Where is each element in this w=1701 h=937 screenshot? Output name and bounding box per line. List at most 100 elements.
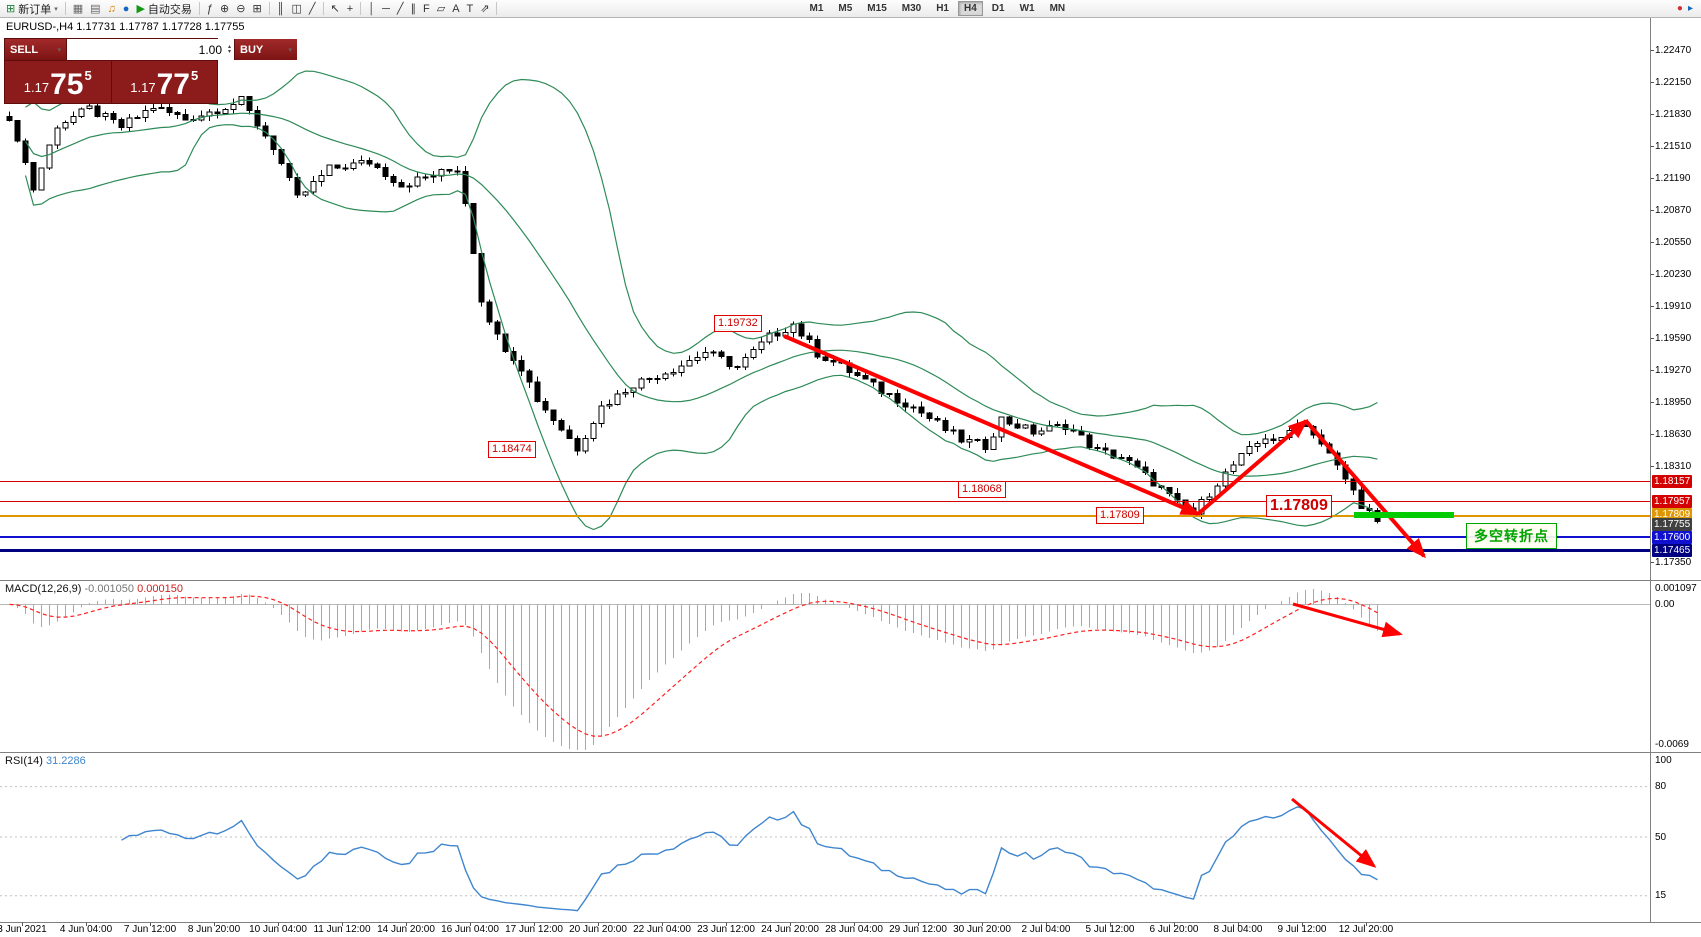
label-button[interactable]: T xyxy=(464,1,477,17)
text-button[interactable]: A xyxy=(449,1,462,17)
trade-panel-prices: 1.17 75 5 1.17 77 5 xyxy=(5,61,217,103)
rsi-arrow[interactable] xyxy=(1291,797,1377,868)
charts-window-button-icon: ▦ xyxy=(72,2,84,15)
rsi-pane xyxy=(0,786,1650,912)
line-chart-button[interactable]: ╱ xyxy=(306,1,319,17)
tile-windows-button[interactable]: ⊞ xyxy=(249,1,264,17)
time-axis-label: 10 Jun 04:00 xyxy=(249,924,307,935)
horizontal-line-button[interactable]: ─ xyxy=(379,1,393,17)
autotrading-button-label: 自动交易 xyxy=(147,3,192,16)
timeframe-button-m1[interactable]: M1 xyxy=(809,3,824,14)
buy-button-label: BUY xyxy=(240,43,264,56)
label-button-icon: T xyxy=(466,2,474,15)
sell-price-point: 5 xyxy=(84,68,92,83)
price-axis-label: 1.20870 xyxy=(1655,204,1692,216)
shapes-button[interactable]: ▱ xyxy=(434,1,448,17)
buy-button[interactable]: BUY ▾ xyxy=(235,39,298,60)
market-watch-button[interactable]: ● xyxy=(120,1,133,17)
trend-arrow-1[interactable] xyxy=(783,334,1201,516)
quick-nav-icon[interactable]: ▸ xyxy=(1687,3,1693,14)
tile-windows-button-icon: ⊞ xyxy=(252,2,262,15)
cursor-button[interactable]: ↖ xyxy=(328,1,343,17)
price-annotation[interactable]: 1.18068 xyxy=(958,481,1006,499)
sell-button[interactable]: SELL ▾ xyxy=(5,39,67,60)
timeframe-button-m5[interactable]: M5 xyxy=(838,3,853,14)
price-axis-marker: 1.18157 xyxy=(1652,474,1693,488)
profiles-button[interactable]: ▤ xyxy=(87,1,103,17)
timeframe-button-m15[interactable]: M15 xyxy=(867,3,887,14)
trend-arrow-3[interactable] xyxy=(1304,419,1426,559)
turning-point-label[interactable]: 多空转折点 xyxy=(1466,523,1557,549)
price-annotation[interactable]: 1.19732 xyxy=(714,314,762,332)
time-axis-label: 28 Jun 04:00 xyxy=(825,924,883,935)
toolbar-separator xyxy=(64,2,66,15)
bollinger-bands xyxy=(24,70,1378,531)
new-order-button[interactable]: ⊞ 新订单 ▾ xyxy=(3,1,61,17)
trend-arrow-2[interactable] xyxy=(1196,419,1309,516)
time-axis-label: 11 Jun 12:00 xyxy=(313,924,371,935)
timeframe-button-h1[interactable]: H1 xyxy=(936,3,949,14)
time-axis[interactable]: 3 Jun 2021 4 Jun 04:00 7 Jun 12:00 8 Jun 20… xyxy=(0,924,1650,937)
trade-panel-controls: SELL ▾ ▴▾ BUY ▾ xyxy=(5,39,298,61)
lot-size-input[interactable] xyxy=(67,42,225,57)
time-axis-label: 3 Jun 2021 xyxy=(0,924,47,935)
zoom-in-button[interactable]: ⊕ xyxy=(217,1,232,17)
time-axis-label: 30 Jun 20:00 xyxy=(953,924,1011,935)
sell-options-caret-icon[interactable]: ▾ xyxy=(57,46,61,54)
lot-decrease-icon[interactable]: ▾ xyxy=(228,48,232,55)
price-axis-label: 1.22470 xyxy=(1655,44,1692,56)
macd-axis-label: 0.001097 xyxy=(1655,583,1697,594)
timeframe-button-d1[interactable]: D1 xyxy=(991,3,1005,14)
record-icon[interactable]: ● xyxy=(1676,3,1683,14)
zoom-out-button[interactable]: ⊖ xyxy=(233,1,248,17)
bollinger-middle-band xyxy=(24,112,1378,477)
price-annotation[interactable]: 1.18474 xyxy=(488,440,536,458)
buy-options-caret-icon[interactable]: ▾ xyxy=(288,46,293,54)
price-axis[interactable]: 1.22470 1.22150 1.21830 1.21510 1.21190 1.208… xyxy=(1651,0,1701,937)
rsi-line xyxy=(121,806,1378,912)
price-annotation-big[interactable]: 1.17809 xyxy=(1266,495,1332,518)
indicators-button[interactable]: ƒ xyxy=(204,1,216,17)
time-axis-label: 9 Jul 12:00 xyxy=(1277,924,1327,935)
timeframe-button-h4[interactable]: H4 xyxy=(958,1,983,16)
alerts-button[interactable]: ♫ xyxy=(105,1,119,17)
trendline-button-icon: ╱ xyxy=(396,2,404,15)
charts-window-button[interactable]: ▦ xyxy=(70,1,86,17)
channel-button[interactable]: ∥ xyxy=(407,1,419,17)
buy-price-point: 5 xyxy=(190,68,199,83)
trendline-button[interactable]: ╱ xyxy=(394,1,407,17)
crosshair-button[interactable]: + xyxy=(344,1,356,17)
price-axis-marker: 1.17465 xyxy=(1652,544,1693,557)
timeframe-button-mn[interactable]: MN xyxy=(1049,3,1066,14)
macd-arrow[interactable] xyxy=(1292,602,1403,638)
candlestick-chart-button[interactable]: ◫ xyxy=(289,1,305,17)
lot-spinner: ▴ ▾ xyxy=(225,43,234,55)
rsi-axis-label: 80 xyxy=(1655,781,1667,793)
price-axis-marker: 1.17600 xyxy=(1652,530,1693,544)
bar-chart-button[interactable]: ║ xyxy=(274,1,288,17)
horizontal-line-button-icon: ─ xyxy=(382,2,390,15)
main-toolbar: ⊞ 新订单 ▾ ▦ ▤ ♫ ● ▶ 自动交易 ƒ ⊕ ⊖ ⊞ ║ ◫ ╱ ↖ + │ ─ ╱ ∥ F ▱ A T ⇗ M1 M5 M15 M… xyxy=(0,0,1701,18)
rsi-axis-label: 100 xyxy=(1655,755,1672,766)
bar-chart-button-icon: ║ xyxy=(276,2,285,15)
rsi-axis-label: 50 xyxy=(1655,831,1667,843)
time-axis-label: 6 Jul 20:00 xyxy=(1149,924,1199,935)
sell-price[interactable]: 1.17 75 5 xyxy=(5,61,111,103)
price-annotation[interactable]: 1.17809 xyxy=(1096,507,1144,525)
timeframe-button-w1[interactable]: W1 xyxy=(1019,3,1035,14)
channel-button-icon: ∥ xyxy=(410,2,416,15)
timeframe-button-m30[interactable]: M30 xyxy=(901,3,922,14)
price-axis-label: 1.19590 xyxy=(1655,332,1692,344)
buy-price[interactable]: 1.17 77 5 xyxy=(112,61,218,103)
fibonacci-button[interactable]: F xyxy=(420,1,433,17)
autotrading-button[interactable]: ▶ 自动交易 xyxy=(133,1,194,17)
arrows-button[interactable]: ⇗ xyxy=(477,1,492,17)
alerts-button-icon: ♫ xyxy=(107,2,116,15)
rsi-value: 31.2286 xyxy=(45,755,86,767)
vertical-line-button[interactable]: │ xyxy=(365,1,378,17)
lot-increase-icon[interactable]: ▴ xyxy=(228,43,232,50)
zoom-in-button-icon: ⊕ xyxy=(220,2,230,15)
support-highlight-segment[interactable] xyxy=(1354,512,1454,518)
